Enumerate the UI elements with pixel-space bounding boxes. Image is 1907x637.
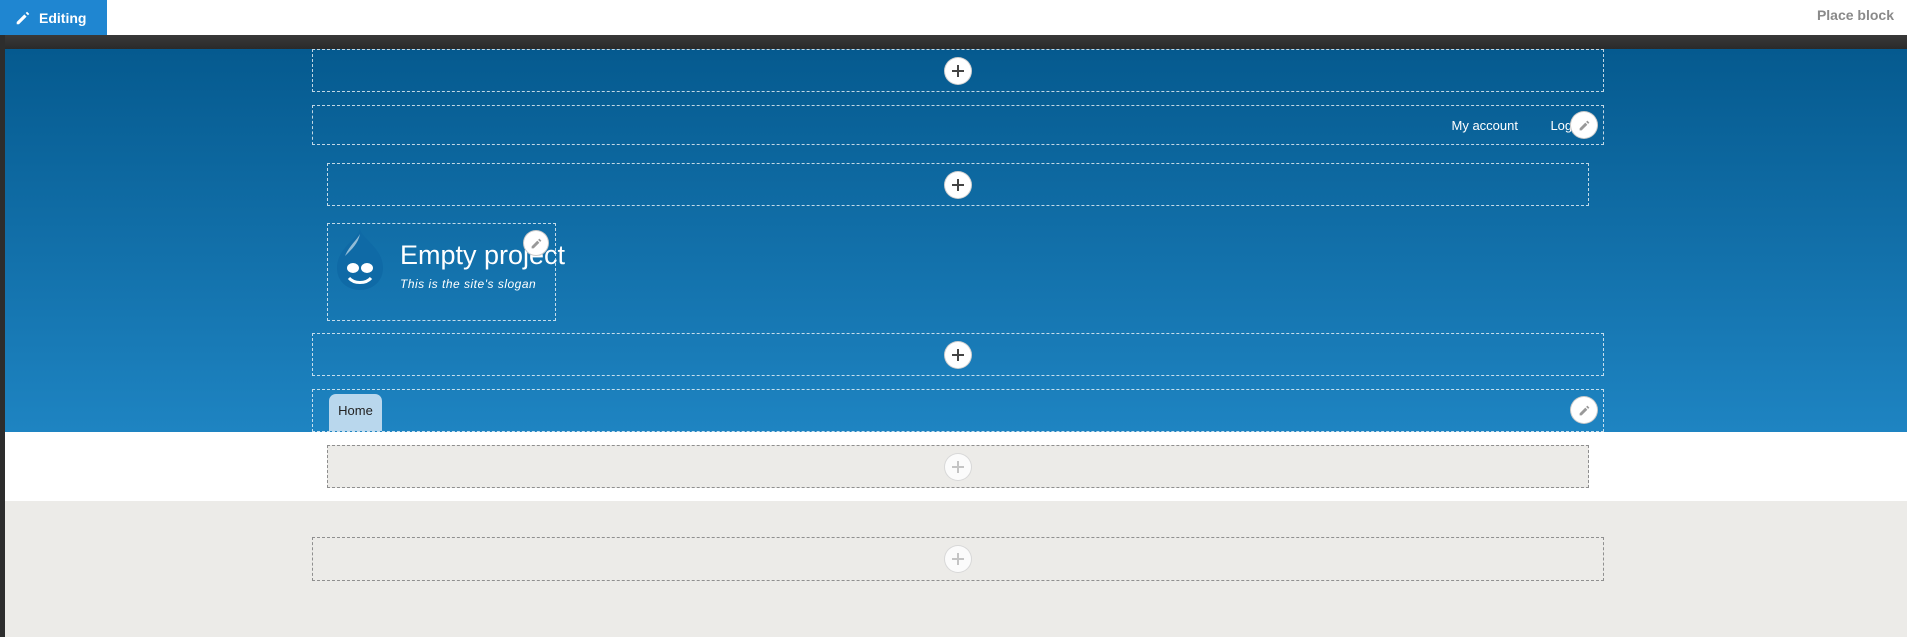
- toolbar-divider: [0, 35, 1907, 49]
- pencil-icon: [1579, 405, 1589, 415]
- plus-icon: [952, 64, 964, 77]
- region-branding: Empty project This is the site's slogan: [327, 223, 565, 321]
- place-block-button[interactable]: Place block: [1816, 7, 1894, 23]
- region-highlighted: [327, 445, 1589, 488]
- my-account-link[interactable]: My account: [1451, 118, 1518, 133]
- add-block-button[interactable]: [945, 57, 971, 84]
- drupal-drop-icon[interactable]: [331, 226, 389, 292]
- pencil-icon: [14, 9, 32, 27]
- edit-block-button[interactable]: [524, 231, 548, 255]
- add-block-button[interactable]: [945, 171, 971, 198]
- edit-block-button[interactable]: [1571, 397, 1597, 423]
- plus-icon: [952, 460, 964, 473]
- plus-icon: [952, 553, 964, 565]
- edit-block-button[interactable]: [1571, 112, 1597, 138]
- add-block-button[interactable]: [945, 546, 971, 572]
- region-header-top: [327, 163, 1589, 206]
- region-header-bottom: [312, 333, 1604, 376]
- editing-toggle-button[interactable]: Editing: [0, 0, 107, 35]
- admin-toolbar: Editing Place block: [0, 0, 1907, 35]
- region-secondary-menu: My account Log o: [312, 105, 1604, 145]
- add-block-button[interactable]: [945, 453, 971, 480]
- add-block-button[interactable]: [945, 341, 971, 368]
- menu-item-home[interactable]: Home: [329, 394, 382, 431]
- site-slogan: This is the site's slogan: [400, 277, 537, 291]
- editing-label: Editing: [39, 9, 87, 26]
- frame-edge: [0, 35, 5, 637]
- plus-icon: [952, 348, 964, 361]
- region-top: [312, 49, 1604, 92]
- pencil-icon: [531, 238, 541, 248]
- pencil-icon: [1579, 120, 1589, 130]
- region-primary-menu: Home: [312, 389, 1604, 432]
- region-featured: [312, 537, 1604, 581]
- page-canvas: My account Log o Empty project This is t…: [5, 49, 1907, 637]
- plus-icon: [952, 178, 964, 191]
